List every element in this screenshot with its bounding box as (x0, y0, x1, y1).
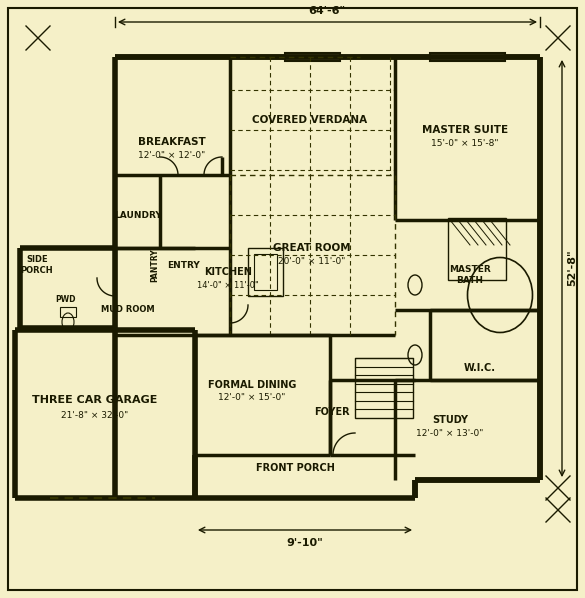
Text: 9'-10": 9'-10" (287, 538, 324, 548)
Text: 20'-0" × 11'-0": 20'-0" × 11'-0" (278, 258, 346, 267)
Text: BREAKFAST: BREAKFAST (138, 137, 206, 147)
Text: COVERED VERDANA: COVERED VERDANA (253, 115, 367, 125)
Text: 64'-6": 64'-6" (308, 6, 346, 16)
Text: MUD ROOM: MUD ROOM (101, 306, 155, 315)
Bar (60, 307, 76, 317)
Bar (254, 254, 277, 290)
Text: 15'-0" × 15'-8": 15'-0" × 15'-8" (431, 139, 499, 148)
Bar (248, 248, 283, 296)
Text: 14'-0" × 11'-0": 14'-0" × 11'-0" (197, 280, 259, 289)
Text: FOYER: FOYER (314, 407, 350, 417)
Text: 12'-0" × 15'-0": 12'-0" × 15'-0" (218, 393, 285, 402)
Text: ENTRY: ENTRY (167, 261, 199, 270)
Bar (285, 53, 340, 61)
Text: LAUNDRY: LAUNDRY (114, 212, 162, 221)
Text: KITCHEN: KITCHEN (204, 267, 252, 277)
Text: STUDY: STUDY (432, 415, 468, 425)
Text: 52'-8": 52'-8" (567, 250, 577, 286)
Text: 21'-8" × 32'-0": 21'-8" × 32'-0" (61, 410, 129, 420)
Text: PANTRY: PANTRY (150, 248, 160, 282)
Text: MASTER SUITE: MASTER SUITE (422, 125, 508, 135)
Text: THREE CAR GARAGE: THREE CAR GARAGE (32, 395, 158, 405)
Text: MASTER
BATH: MASTER BATH (449, 266, 491, 285)
Text: SIDE
PORCH: SIDE PORCH (20, 255, 53, 274)
Text: FRONT PORCH: FRONT PORCH (256, 463, 335, 473)
Text: FORMAL DINING: FORMAL DINING (208, 380, 296, 390)
Text: GREAT ROOM: GREAT ROOM (273, 243, 351, 253)
Text: 12'-0" × 12'-0": 12'-0" × 12'-0" (139, 151, 205, 160)
Text: PWD: PWD (56, 295, 76, 304)
Bar (448, 218, 506, 280)
Bar (355, 358, 413, 418)
Text: 12'-0" × 13'-0": 12'-0" × 13'-0" (417, 429, 484, 438)
Text: W.I.C.: W.I.C. (464, 363, 496, 373)
Bar (430, 53, 505, 61)
